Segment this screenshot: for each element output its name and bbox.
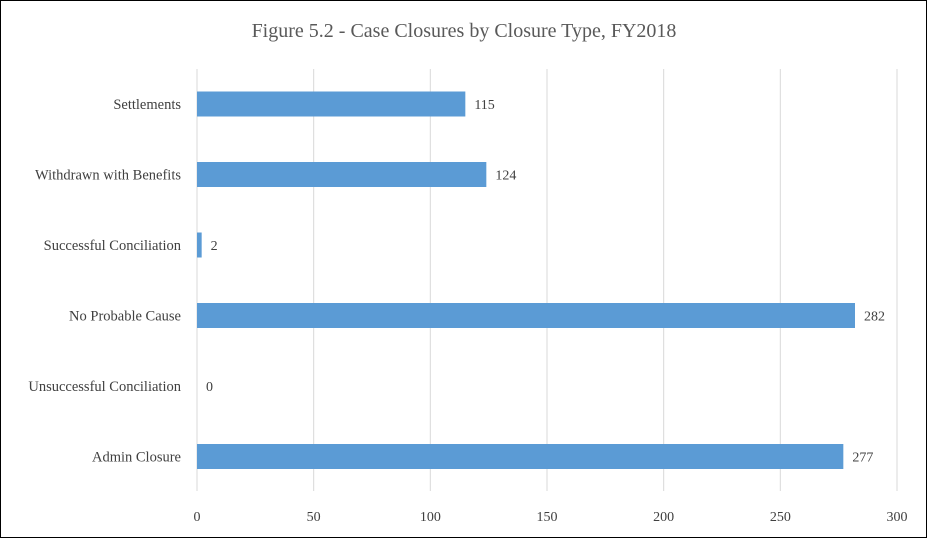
x-tick-label-0: 0: [194, 510, 201, 525]
bar-2: [197, 232, 202, 258]
bars: [197, 91, 855, 469]
bar-1: [197, 162, 487, 187]
x-tick-label-150: 150: [537, 510, 558, 525]
category-label-1: Withdrawn with Benefits: [35, 168, 181, 184]
x-tick-label-50: 50: [307, 510, 321, 525]
bar-5: [197, 444, 844, 469]
x-tick-label-300: 300: [887, 510, 908, 525]
bar-3: [197, 303, 855, 328]
category-label-2: Successful Conciliation: [44, 238, 182, 254]
x-tick-label-100: 100: [420, 510, 441, 525]
data-label-5: 277: [852, 451, 873, 466]
category-label-4: Unsuccessful Conciliation: [28, 379, 181, 395]
category-label-5: Admin Closure: [92, 450, 181, 466]
chart-title: Figure 5.2 - Case Closures by Closure Ty…: [252, 20, 677, 42]
bar-0: [197, 91, 466, 117]
data-label-1: 124: [495, 169, 516, 184]
x-tick-label-250: 250: [770, 510, 791, 525]
data-label-3: 282: [864, 310, 885, 325]
data-labels: 115 124 2 282 0 277: [206, 98, 885, 466]
category-label-3: No Probable Cause: [69, 309, 181, 325]
category-label-0: Settlements: [113, 97, 181, 113]
category-labels: Settlements Withdrawn with Benefits Succes…: [28, 97, 181, 466]
data-label-2: 2: [211, 239, 218, 254]
x-axis-ticks: 0 50 100 150 200 250 300: [194, 510, 908, 525]
gridlines: [196, 69, 898, 491]
x-tick-label-200: 200: [653, 510, 674, 525]
data-label-0: 115: [474, 98, 494, 113]
data-label-4: 0: [206, 380, 213, 395]
